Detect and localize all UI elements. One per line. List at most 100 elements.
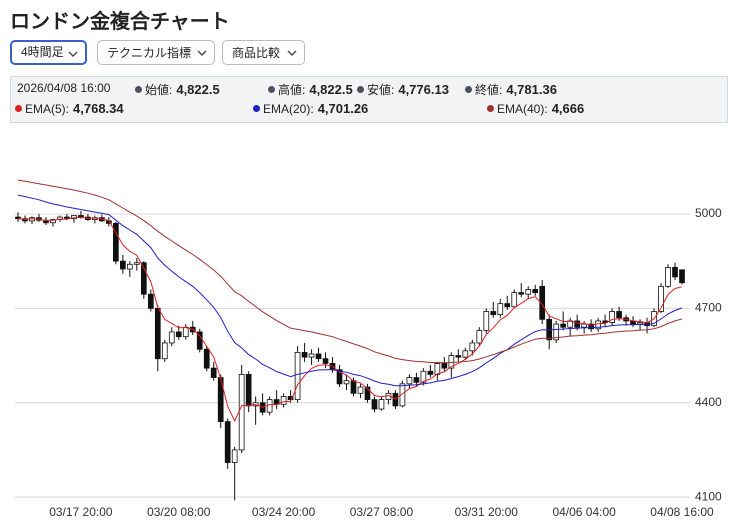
y-tick-label: 4100 — [695, 489, 722, 503]
candle-body — [50, 219, 56, 224]
candle-body — [231, 449, 238, 463]
info-label: 終値: — [475, 83, 503, 97]
candle-body — [15, 216, 21, 220]
candle-body — [78, 215, 84, 218]
info-panel: 2026/04/08 16:00 始値: 4,822.5 高値: 4,822.5 安値:… — [10, 76, 728, 123]
control-label: テクニカル指標 — [107, 46, 192, 60]
candle-body — [280, 396, 287, 405]
candle-body — [238, 374, 245, 451]
candle-body — [350, 380, 357, 394]
candle-body — [210, 367, 217, 378]
candle-body — [399, 383, 406, 407]
x-tick-label: 04/08 16:00 — [650, 505, 714, 519]
candle-body — [483, 311, 490, 331]
candle-body — [182, 326, 189, 338]
candle-body — [322, 358, 329, 364]
compare-select[interactable]: 商品比較 — [222, 40, 305, 65]
candle-body — [420, 370, 427, 383]
candle-body — [378, 399, 385, 410]
x-tick-label: 04/06 04:00 — [552, 505, 616, 519]
candle-body — [490, 311, 497, 316]
candle-body — [315, 353, 322, 360]
candle-body — [196, 331, 203, 350]
candle-body — [336, 369, 343, 385]
legend-dot — [487, 105, 494, 112]
candle-body — [413, 377, 420, 383]
info-label: 安値: — [367, 83, 395, 97]
candle-body — [672, 267, 678, 278]
candle-body — [140, 262, 147, 295]
candle-body — [476, 329, 483, 344]
x-tick-label: 03/24 20:00 — [252, 505, 316, 519]
legend-dot — [15, 105, 22, 112]
timeframe-select[interactable]: 4時間足 — [10, 40, 87, 65]
x-tick-label: 03/27 08:00 — [350, 505, 414, 519]
x-tick-label: 03/20 08:00 — [147, 505, 211, 519]
candle-body — [113, 222, 119, 262]
y-tick-label: 5000 — [695, 206, 722, 220]
candle-body — [392, 392, 399, 407]
info-item: EMA(20): 4,701.26 — [253, 101, 368, 116]
candle-body — [504, 303, 511, 308]
candle-body — [427, 370, 434, 375]
bullet — [135, 86, 142, 93]
ema-line — [17, 216, 683, 423]
candle-body — [518, 292, 525, 295]
candle-body — [224, 421, 231, 463]
info-item: EMA(5): 4,768.34 — [15, 101, 124, 116]
info-value: 4,701.26 — [317, 101, 369, 116]
indicator-select[interactable]: テクニカル指標 — [97, 40, 215, 65]
candle-body — [357, 386, 364, 394]
candle-body — [574, 320, 581, 328]
candle-body — [511, 292, 518, 308]
info-value: 4,822.5 — [309, 82, 353, 97]
candle-body — [308, 353, 315, 358]
info-value: 4,781.36 — [506, 82, 557, 97]
x-tick-label: 03/17 20:00 — [49, 505, 113, 519]
info-value: 4,776.13 — [398, 82, 449, 97]
info-label: 始値: — [145, 83, 173, 97]
chevron — [287, 50, 297, 56]
candle-body — [434, 363, 441, 375]
candle-body — [497, 303, 504, 316]
control-label: 4時間足 — [21, 45, 64, 59]
info-time: 2026/04/08 16:00 — [17, 81, 111, 95]
candle-body — [147, 293, 154, 309]
info-value: 4,666 — [551, 101, 585, 116]
control-label: 商品比較 — [232, 46, 281, 60]
candle-body — [525, 289, 532, 295]
chevron — [68, 51, 78, 57]
info-label: EMA(40): — [497, 102, 548, 116]
info-item: 安値: 4,776.13 — [357, 81, 449, 98]
candle-body — [294, 351, 301, 400]
candle-body — [301, 351, 308, 358]
candle-body — [462, 350, 469, 358]
candle-body — [658, 285, 664, 312]
y-tick-label: 4400 — [695, 395, 722, 409]
candle-body — [266, 399, 273, 413]
info-item: 終値: 4,781.36 — [465, 81, 557, 98]
candle-body — [203, 348, 210, 369]
candle-body — [154, 307, 161, 360]
bullet — [268, 86, 275, 93]
bullet — [357, 86, 364, 93]
candle-body — [665, 267, 671, 287]
x-tick-label: 03/31 20:00 — [455, 505, 519, 519]
info-value: 4,768.34 — [73, 101, 124, 116]
candle-body — [609, 311, 615, 323]
info-value: 4,822.5 — [176, 82, 220, 97]
info-item: 高値: 4,822.5 — [268, 81, 353, 98]
candle-body — [119, 260, 126, 270]
y-tick-label: 4700 — [695, 301, 722, 315]
candle-body — [133, 262, 140, 265]
candle-body — [287, 396, 294, 400]
info-label: EMA(20): — [263, 102, 314, 116]
candle-body — [126, 263, 133, 270]
candle-body — [245, 374, 252, 407]
candle-body — [469, 342, 476, 352]
info-label: EMA(5): — [25, 102, 70, 116]
ema-line — [17, 179, 683, 364]
bullet — [465, 86, 472, 93]
